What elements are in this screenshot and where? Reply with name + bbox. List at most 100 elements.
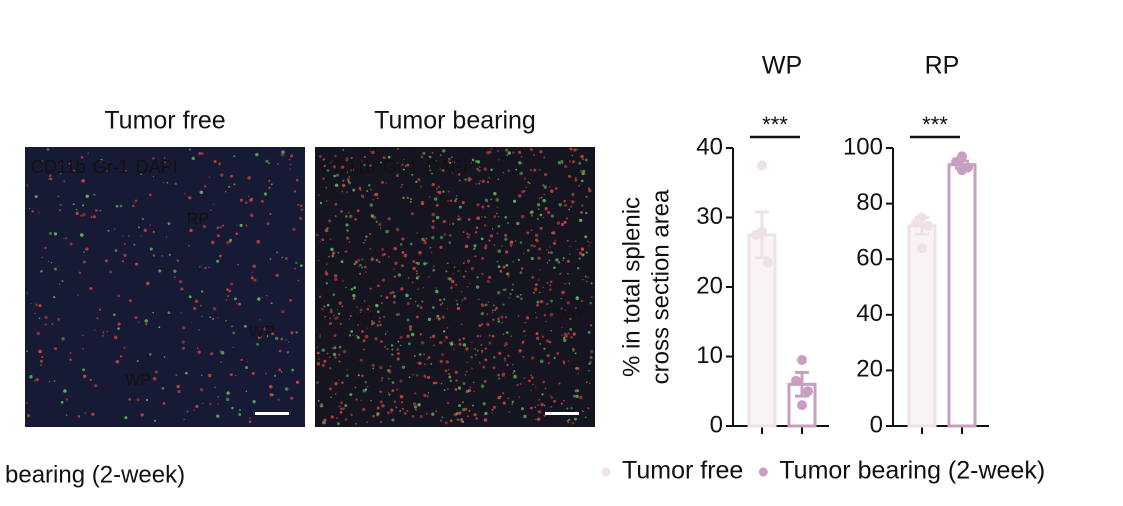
signal-speck: [421, 237, 425, 241]
signal-speck: [421, 341, 425, 345]
data-point: [757, 160, 767, 171]
signal-speck: [151, 157, 155, 160]
signal-speck: [567, 272, 569, 275]
signal-speck: [589, 241, 592, 244]
signal-speck: [511, 288, 514, 291]
signal-speck: [140, 173, 142, 176]
signal-speck: [386, 411, 390, 415]
signal-speck: [441, 302, 444, 304]
signal-speck: [524, 335, 526, 337]
signal-speck: [467, 262, 470, 264]
signal-speck: [410, 332, 415, 337]
signal-speck: [298, 216, 303, 220]
signal-speck: [47, 260, 50, 263]
signal-speck: [274, 374, 277, 377]
signal-speck: [387, 155, 391, 159]
signal-speck: [410, 212, 414, 216]
signal-speck: [492, 366, 496, 370]
signal-speck: [329, 160, 333, 164]
signal-speck: [345, 157, 349, 161]
signal-speck: [480, 303, 483, 305]
signal-speck: [578, 184, 581, 187]
signal-speck: [578, 257, 581, 260]
signal-speck: [359, 308, 363, 312]
signal-speck: [497, 373, 500, 377]
signal-speck: [539, 226, 543, 230]
signal-speck: [475, 226, 479, 229]
signal-speck: [451, 279, 455, 284]
signal-speck: [372, 199, 374, 201]
y-tick-label: 40: [696, 133, 723, 160]
signal-speck: [409, 297, 412, 300]
signal-speck: [455, 195, 458, 197]
signal-speck: [366, 327, 368, 329]
signal-speck: [266, 222, 270, 226]
signal-speck: [228, 289, 232, 293]
signal-speck: [255, 152, 259, 157]
signal-speck: [113, 335, 118, 340]
signal-speck: [323, 164, 326, 168]
signal-speck: [566, 259, 571, 264]
signal-speck: [396, 174, 399, 178]
signal-speck: [571, 193, 575, 197]
signal-speck: [384, 333, 387, 335]
signal-speck: [484, 347, 488, 350]
signal-speck: [58, 209, 62, 212]
signal-speck: [400, 162, 404, 166]
signal-speck: [271, 393, 274, 396]
signal-speck: [418, 251, 422, 255]
signal-speck: [424, 376, 426, 379]
signal-speck: [460, 290, 463, 293]
signal-speck: [587, 330, 591, 334]
signal-speck: [571, 421, 575, 425]
signal-speck: [397, 172, 400, 174]
signal-speck: [416, 232, 418, 234]
signal-speck: [211, 317, 215, 321]
signal-speck: [451, 171, 454, 174]
signal-speck: [332, 293, 336, 297]
signal-speck: [247, 176, 251, 180]
signal-speck: [57, 195, 60, 198]
signal-speck: [82, 347, 84, 350]
image-title: Tumor free: [104, 107, 225, 135]
signal-speck: [230, 325, 234, 328]
signal-speck: [560, 298, 562, 300]
signal-speck: [188, 295, 192, 299]
signal-speck: [299, 204, 303, 208]
signal-speck: [366, 307, 370, 311]
signal-speck: [519, 171, 524, 176]
signal-speck: [357, 324, 359, 326]
signal-speck: [473, 413, 477, 417]
signal-speck: [477, 168, 481, 173]
signal-speck: [359, 188, 362, 191]
signal-speck: [37, 212, 40, 214]
signal-speck: [209, 402, 212, 406]
signal-speck: [474, 348, 477, 350]
signal-speck: [406, 163, 410, 167]
signal-speck: [535, 239, 539, 243]
signal-speck: [361, 374, 364, 378]
signal-speck: [158, 269, 162, 273]
signal-speck: [474, 354, 477, 356]
signal-speck: [388, 393, 391, 396]
signal-speck: [208, 176, 211, 178]
signal-speck: [356, 209, 360, 213]
signal-speck: [411, 173, 414, 176]
signal-speck: [387, 370, 392, 374]
signal-speck: [375, 259, 379, 262]
signal-speck: [587, 276, 589, 278]
signal-speck: [547, 361, 550, 365]
signal-speck: [480, 323, 484, 326]
signal-speck: [515, 240, 517, 242]
signal-speck: [256, 240, 261, 244]
signal-speck: [553, 356, 556, 359]
signal-speck: [470, 266, 475, 271]
signal-speck: [26, 402, 28, 405]
signal-speck: [530, 210, 534, 214]
signal-speck: [300, 208, 304, 212]
signal-speck: [455, 283, 458, 286]
signal-speck: [539, 291, 541, 294]
signal-speck: [495, 212, 498, 215]
signal-speck: [458, 217, 462, 221]
signal-speck: [324, 315, 327, 318]
